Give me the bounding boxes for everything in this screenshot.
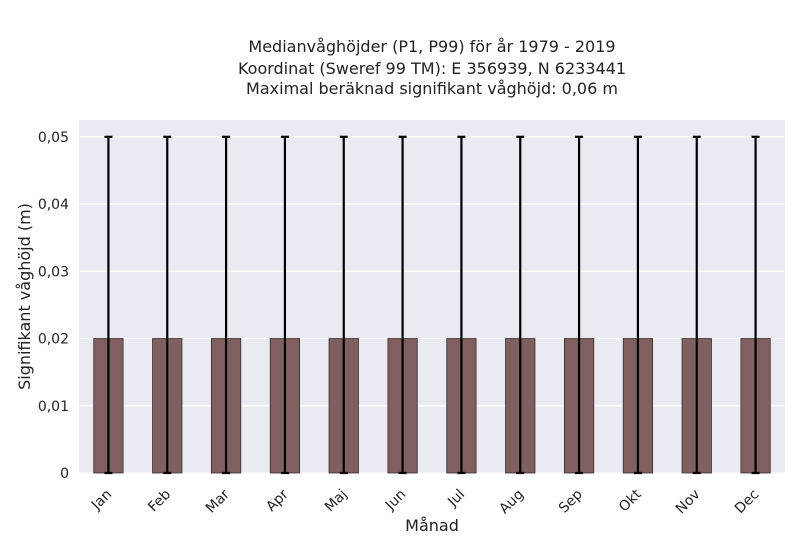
x-tick-label: Okt bbox=[616, 486, 645, 515]
error-bar-feb bbox=[163, 135, 172, 475]
x-tick-label: Dec bbox=[732, 487, 762, 517]
error-bar-nov bbox=[692, 135, 701, 475]
x-tick-label: Jul bbox=[444, 487, 468, 511]
error-bar-maj bbox=[339, 135, 348, 475]
error-bar-sep bbox=[575, 135, 584, 475]
chart-title-line-1: Medianvåghöjder (P1, P99) för år 1979 - … bbox=[248, 37, 615, 56]
chart-title-line-2: Koordinat (Sweref 99 TM): E 356939, N 62… bbox=[238, 59, 626, 78]
error-bar-apr bbox=[280, 135, 289, 475]
y-axis-label: Signifikant våghöjd (m) bbox=[15, 203, 34, 390]
error-bar-mar bbox=[222, 135, 231, 475]
error-bar-jun bbox=[398, 135, 407, 475]
error-bar-jul bbox=[457, 135, 466, 475]
x-tick-label: Apr bbox=[263, 486, 292, 515]
y-tick-label: 0,04 bbox=[38, 197, 69, 213]
x-tick-label: Feb bbox=[145, 486, 174, 515]
chart-title-line-3: Maximal beräknad signifikant våghöjd: 0,… bbox=[246, 79, 618, 98]
x-tick-label: Jun bbox=[382, 487, 409, 514]
grid-lines bbox=[79, 136, 785, 474]
x-tick-label: Jan bbox=[88, 487, 115, 514]
error-bar-aug bbox=[516, 135, 525, 475]
x-axis-ticks: Jan Feb Mar Apr Maj Jun Jul Aug Sep Okt Nov Dec bbox=[88, 486, 762, 517]
error-bar-jan bbox=[104, 135, 113, 475]
x-tick-label: Nov bbox=[673, 487, 704, 518]
y-tick-label: 0 bbox=[60, 466, 69, 482]
error-bars bbox=[104, 135, 760, 475]
x-tick-label: Mar bbox=[203, 486, 233, 516]
plot-area bbox=[79, 120, 785, 473]
y-tick-label: 0,01 bbox=[38, 399, 69, 415]
chart-title: Medianvåghöjder (P1, P99) för år 1979 - … bbox=[238, 37, 626, 98]
x-tick-label: Aug bbox=[496, 487, 527, 518]
y-axis-ticks: 0 0,01 0,02 0,03 0,04 0,05 bbox=[38, 130, 69, 482]
x-tick-label: Sep bbox=[556, 486, 586, 516]
y-tick-label: 0,03 bbox=[38, 264, 69, 280]
y-tick-label: 0,05 bbox=[38, 130, 69, 146]
error-bar-okt bbox=[633, 135, 642, 475]
error-bar-dec bbox=[751, 135, 760, 475]
x-tick-label: Maj bbox=[322, 487, 351, 516]
x-axis-label: Månad bbox=[405, 516, 459, 535]
y-tick-label: 0,02 bbox=[38, 332, 69, 348]
